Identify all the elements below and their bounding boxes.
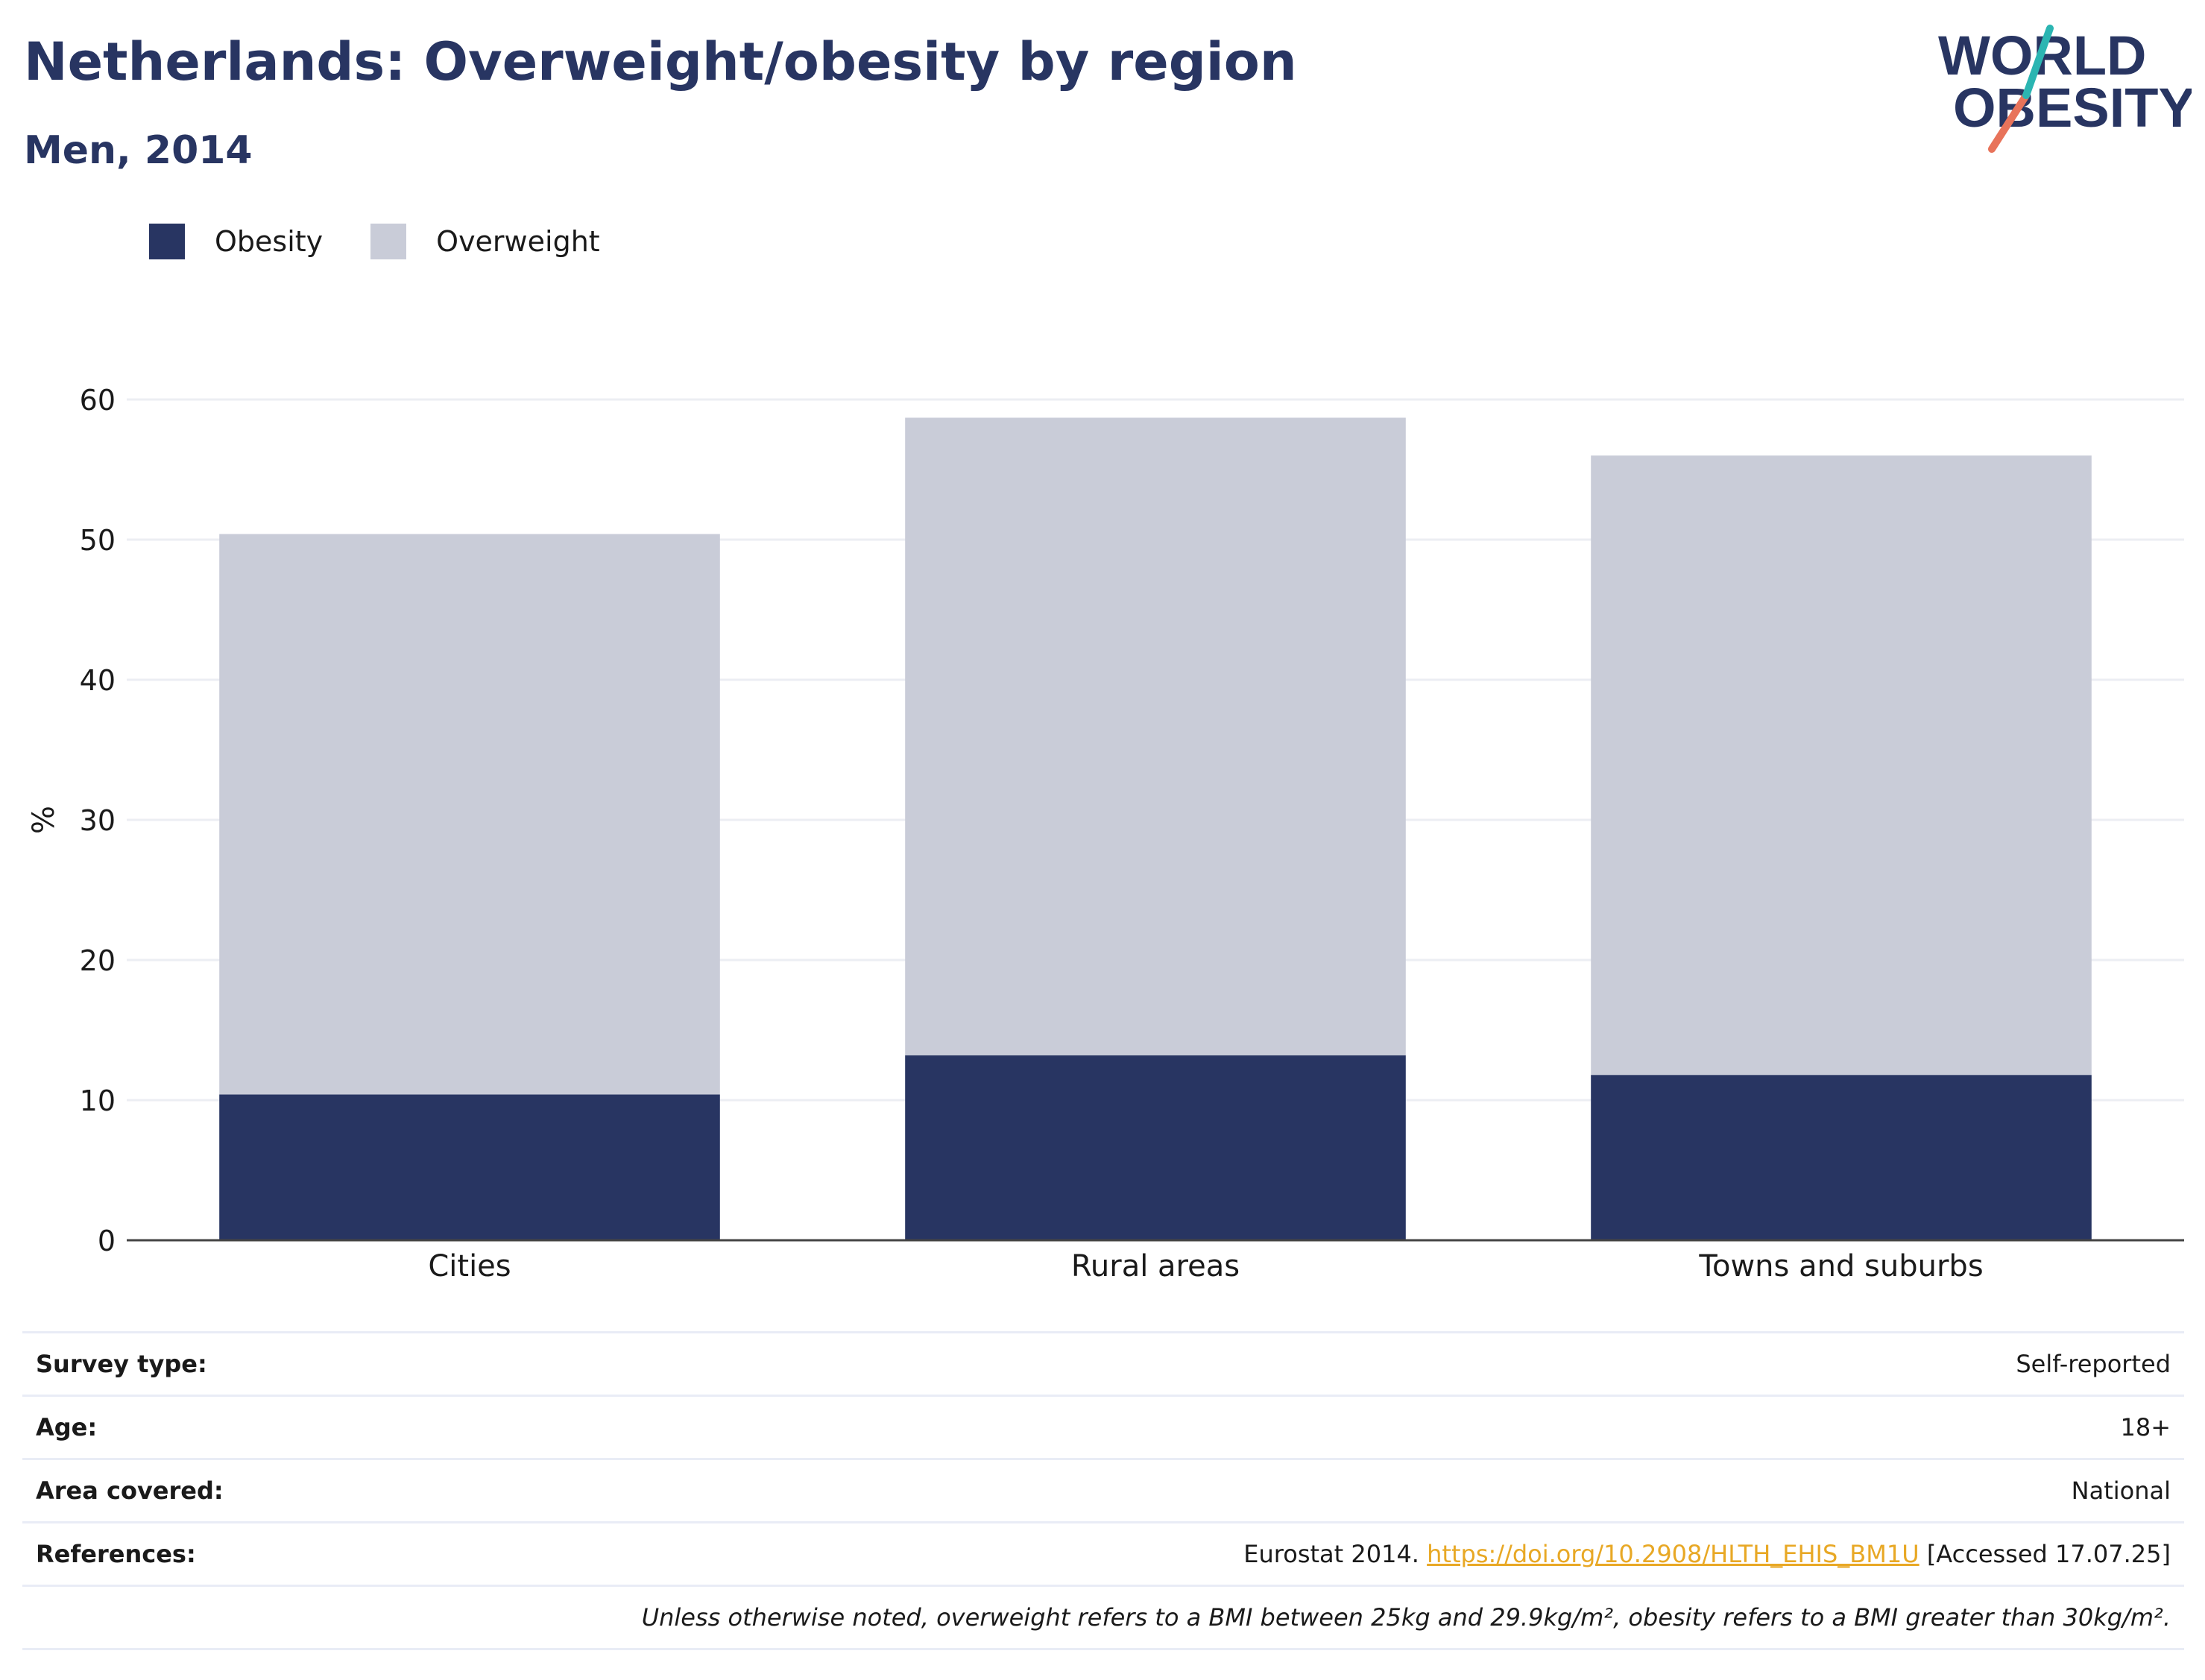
y-tick-label: 20 — [80, 944, 116, 977]
metadata-table: Survey type: Self-reported Age: 18+ Area… — [22, 1331, 2184, 1650]
bar-overweight-cities — [219, 534, 720, 1095]
legend-item-overweight: Overweight — [370, 224, 600, 259]
bar-obesity-cities — [219, 1094, 720, 1240]
bar-chart: 0 10 20 30 40 50 60% Cities Rural areas Towns and… — [27, 384, 2184, 1283]
x-tick-label: Cities — [428, 1249, 511, 1283]
legend-label-obesity: Obesity — [215, 225, 324, 258]
reference-source: Eurostat 2014. — [1243, 1540, 1428, 1568]
legend-swatch-obesity — [149, 224, 185, 259]
meta-row-age: Age: 18+ — [22, 1395, 2184, 1458]
y-tick-label: 50 — [80, 524, 116, 557]
y-tick-label: 60 — [80, 384, 116, 417]
page-subtitle: Men, 2014 — [24, 128, 253, 173]
y-tick-label: 40 — [80, 664, 116, 697]
reference-link[interactable]: https://doi.org/10.2908/HLTH_EHIS_BM1U — [1427, 1540, 1919, 1568]
meta-value-age: 18+ — [2120, 1413, 2171, 1441]
x-tick-label: Towns and suburbs — [1698, 1249, 1983, 1283]
chart-legend: Obesity Overweight — [149, 219, 648, 264]
world-obesity-logo: WORLD OBESITY — [1938, 25, 2192, 153]
meta-key-area: Area covered: — [36, 1477, 224, 1505]
y-tick-label: 10 — [80, 1084, 116, 1117]
meta-key-references: References: — [36, 1540, 196, 1568]
meta-row-references: References: Eurostat 2014. https://doi.o… — [22, 1521, 2184, 1585]
y-tick-label: 0 — [98, 1225, 116, 1257]
meta-value-survey-type: Self-reported — [2016, 1350, 2171, 1378]
legend-swatch-overweight — [370, 224, 407, 259]
legend-item-obesity: Obesity — [149, 224, 323, 259]
meta-value-references: Eurostat 2014. https://doi.org/10.2908/H… — [1243, 1540, 2184, 1568]
y-tick-label: 30 — [80, 804, 116, 837]
page-title: Netherlands: Overweight/obesity by regio… — [24, 31, 1297, 92]
meta-row-note: Unless otherwise noted, overweight refer… — [22, 1585, 2184, 1650]
meta-key-age: Age: — [36, 1413, 98, 1441]
bar-overweight-towns-and-suburbs — [1591, 455, 2092, 1076]
x-tick-label: Rural areas — [1071, 1249, 1240, 1283]
meta-key-survey-type: Survey type: — [36, 1350, 207, 1378]
reference-accessed: [Accessed 17.07.25] — [1919, 1540, 2171, 1568]
y-axis-label: % — [27, 806, 61, 834]
definition-note: Unless otherwise noted, overweight refer… — [641, 1603, 2171, 1632]
meta-value-area: National — [2071, 1477, 2171, 1505]
meta-row-area: Area covered: National — [22, 1458, 2184, 1521]
logo-line2: OBESITY — [1953, 77, 2192, 139]
bar-obesity-towns-and-suburbs — [1591, 1075, 2092, 1240]
legend-label-overweight: Overweight — [436, 225, 600, 258]
bar-overweight-rural-areas — [905, 417, 1406, 1055]
bar-obesity-rural-areas — [905, 1055, 1406, 1240]
meta-row-survey-type: Survey type: Self-reported — [22, 1331, 2184, 1395]
